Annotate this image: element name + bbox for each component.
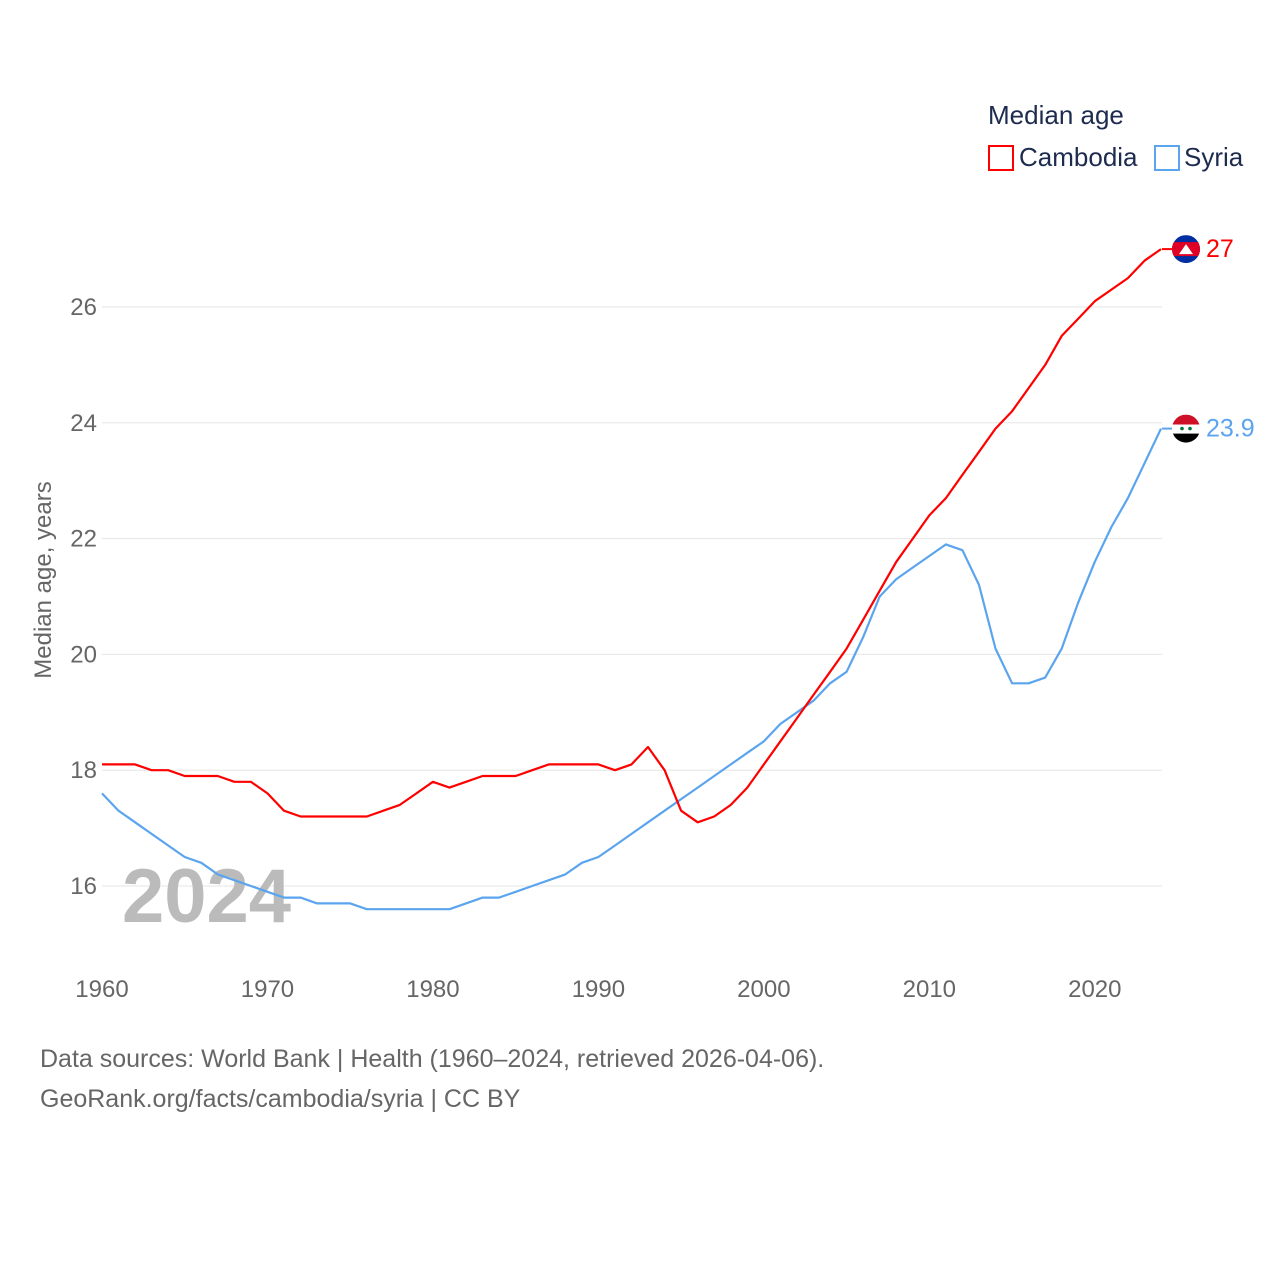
y-tick-label: 20 xyxy=(70,641,97,668)
y-tick-label: 18 xyxy=(70,757,97,784)
x-tick-label: 2020 xyxy=(1068,976,1121,1003)
y-tick-label: 16 xyxy=(70,873,97,900)
legend-item-syria[interactable]: Syria xyxy=(1154,142,1244,172)
gridlines xyxy=(102,306,1162,887)
x-tick-label: 2000 xyxy=(737,976,790,1003)
attribution-line[interactable]: GeoRank.org/facts/cambodia/syria | CC BY xyxy=(40,1085,521,1113)
y-tick-label: 22 xyxy=(70,526,97,553)
series-line-syria xyxy=(101,428,1162,911)
flag-icon-syria xyxy=(1172,414,1200,443)
year-watermark: 2024 xyxy=(122,854,291,939)
y-axis-label: Median age, years xyxy=(30,481,57,678)
y-tick-label: 24 xyxy=(70,410,97,437)
y-axis-ticks: 16 18 20 22 24 26 xyxy=(70,294,97,900)
series-end-markers: 27 23.9 xyxy=(1162,235,1255,443)
x-tick-label: 1980 xyxy=(406,976,459,1003)
legend-item-cambodia[interactable]: Cambodia xyxy=(988,142,1138,172)
legend-label: Syria xyxy=(1184,142,1244,172)
legend-label: Cambodia xyxy=(1019,142,1138,172)
x-tick-label: 2010 xyxy=(903,976,956,1003)
source-line: Data sources: World Bank | Health (1960–… xyxy=(40,1045,825,1073)
series-lines xyxy=(101,248,1162,911)
legend: Median age Cambodia Syria xyxy=(988,100,1244,172)
x-tick-label: 1970 xyxy=(241,976,294,1003)
flag-icon-cambodia xyxy=(1172,235,1200,264)
series-line-cambodia xyxy=(102,248,1162,824)
end-value-label: 27 xyxy=(1206,235,1234,263)
legend-title: Median age xyxy=(988,100,1124,130)
x-tick-label: 1960 xyxy=(75,976,128,1003)
x-tick-label: 1990 xyxy=(572,976,625,1003)
end-value-label: 23.9 xyxy=(1206,415,1255,443)
y-tick-label: 26 xyxy=(70,294,97,321)
x-axis-ticks: 1960 1970 1980 1990 2000 2010 2020 xyxy=(75,976,1121,1003)
